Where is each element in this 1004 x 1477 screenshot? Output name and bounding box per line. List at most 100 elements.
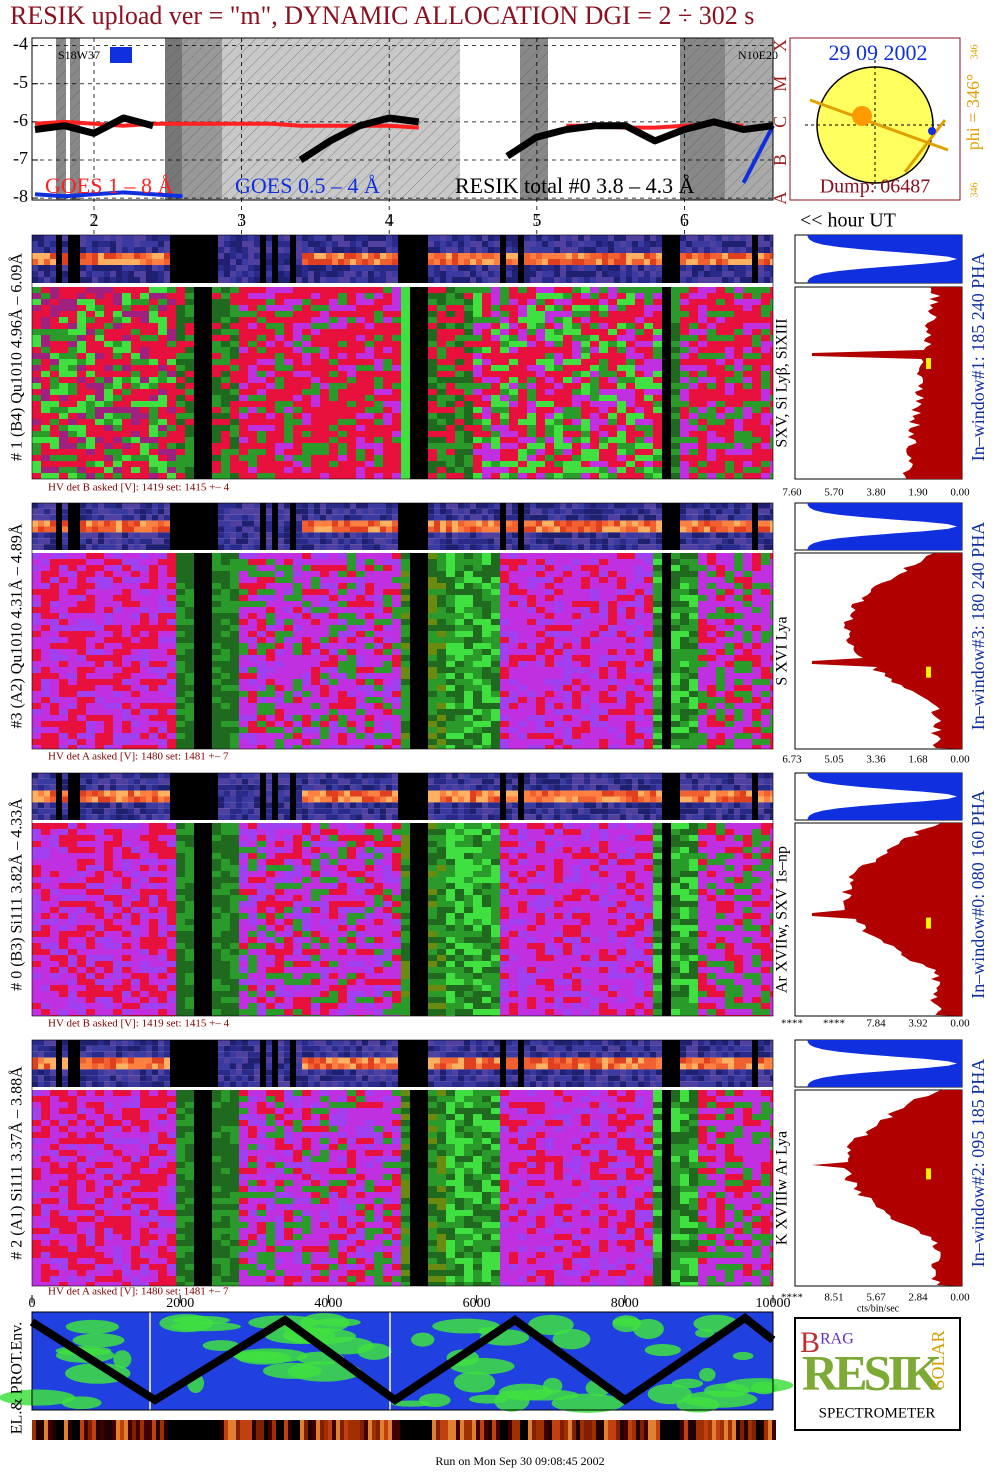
heatmap-cell [86, 673, 95, 679]
heatmap-cell [761, 413, 770, 419]
strip-cell [128, 520, 134, 527]
strip-cell [308, 544, 314, 550]
heatmap-cell [248, 335, 257, 341]
strip-cell [512, 277, 518, 283]
heatmap-cell [626, 311, 635, 317]
heatmap-cell [131, 329, 140, 335]
strip-cell [740, 235, 746, 241]
strip-cell [464, 514, 470, 521]
heatmap-cell [581, 329, 590, 335]
heatmap-cell [680, 443, 689, 449]
heatmap-cell [284, 413, 293, 419]
heatmap-cell [383, 347, 392, 353]
heatmap-cell [554, 431, 563, 437]
heatmap-cell [113, 631, 122, 637]
strip-cell [248, 532, 254, 539]
strip-cell [608, 526, 614, 533]
heatmap-cell [581, 401, 590, 407]
heatmap-cell [59, 407, 68, 413]
heatmap-cell [518, 293, 527, 299]
heatmap-cell [167, 721, 176, 727]
heatmap-cell [617, 299, 626, 305]
heatmap-cell [743, 467, 752, 473]
heatmap-cell [428, 419, 437, 425]
heatmap-cell [536, 407, 545, 413]
heatmap-cell [257, 565, 266, 571]
strip-cell [716, 241, 722, 247]
heatmap-cell [401, 437, 410, 443]
strip-cell [686, 538, 692, 545]
heatmap-cell [104, 571, 113, 577]
heatmap-cell [599, 461, 608, 467]
heatmap-cell [725, 401, 734, 407]
heatmap-cell [131, 601, 140, 607]
heatmap-cell [689, 389, 698, 395]
heatmap-cell [212, 371, 221, 377]
heatmap-cell [401, 317, 410, 323]
heatmap-cell [590, 461, 599, 467]
strip-gap [260, 503, 266, 550]
heatmap-cell [689, 299, 698, 305]
heatmap-cell [248, 745, 257, 749]
heatmap-cell [275, 389, 284, 395]
heatmap-cell [284, 461, 293, 467]
heatmap-cell [212, 317, 221, 323]
heatmap-cell [383, 473, 392, 479]
strip-cell [758, 532, 764, 539]
heatmap-cell [59, 419, 68, 425]
heatmap-cell [176, 697, 185, 703]
heatmap-cell [77, 565, 86, 571]
strip-cell [128, 526, 134, 533]
heatmap-cell [266, 287, 275, 293]
heatmap-cell [50, 709, 59, 715]
heatmap-cell [284, 317, 293, 323]
strip-gap [410, 503, 416, 550]
heatmap-cell [635, 371, 644, 377]
heatmap-cell [428, 359, 437, 365]
strip-cell [92, 514, 98, 521]
heatmap-cell [68, 715, 77, 721]
heatmap-cell [32, 323, 41, 329]
strip-cell [716, 265, 722, 271]
heatmap-cell [608, 305, 617, 311]
heatmap-cell [491, 413, 500, 419]
heatmap-cell [554, 371, 563, 377]
strip-cell [320, 508, 326, 515]
heatmap-cell [527, 473, 536, 479]
heatmap-cell [50, 407, 59, 413]
strip-cell [128, 235, 134, 241]
heatmap-cell [212, 347, 221, 353]
heatmap-cell [626, 329, 635, 335]
heatmap-cell [302, 305, 311, 311]
heatmap-cell [185, 577, 194, 583]
strip-cell [320, 247, 326, 253]
strip-cell [506, 514, 512, 521]
strip-cell [482, 526, 488, 533]
heatmap-cell [608, 449, 617, 455]
strip-cell [110, 253, 116, 259]
strip-cell [626, 247, 632, 253]
strip-cell [362, 235, 368, 241]
heatmap-cell [518, 455, 527, 461]
heatmap-cell [311, 449, 320, 455]
heatmap-cell [581, 443, 590, 449]
heatmap-cell [329, 461, 338, 467]
heatmap-cell [122, 401, 131, 407]
heatmap-cell [554, 407, 563, 413]
strip-cell [644, 526, 650, 533]
heatmap-cell [158, 619, 167, 625]
heatmap-cell [608, 371, 617, 377]
heatmap-cell [383, 305, 392, 311]
heatmap-cell [752, 407, 761, 413]
strip-cell [134, 544, 140, 550]
heatmap-cell [329, 401, 338, 407]
heatmap-cell [248, 299, 257, 305]
strip-gap [74, 235, 80, 283]
heatmap-cell [482, 317, 491, 323]
heatmap-cell [518, 287, 527, 293]
strip-cell [380, 235, 386, 241]
heatmap-cell [752, 287, 761, 293]
strip-cell [326, 544, 332, 550]
heatmap-cell [716, 455, 725, 461]
heatmap-cell [401, 419, 410, 425]
